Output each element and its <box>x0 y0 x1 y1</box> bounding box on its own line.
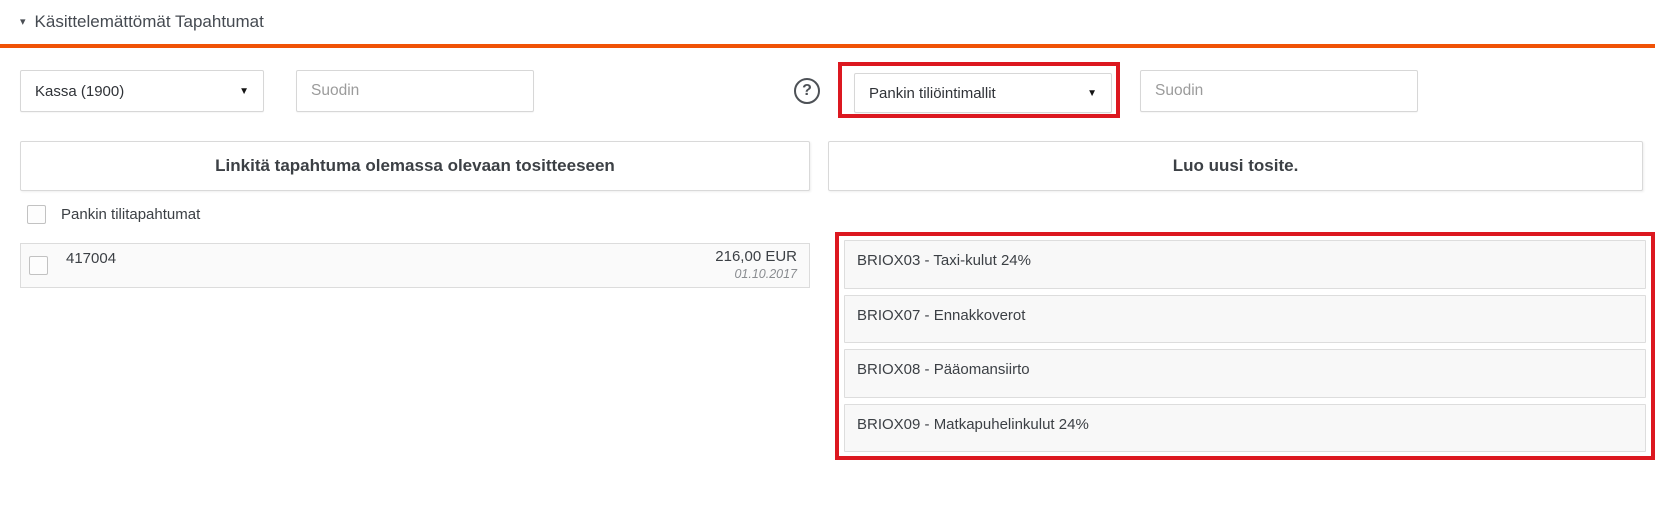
page-title: Käsittelemättömät Tapahtumat <box>34 12 264 31</box>
transaction-id: 417004 <box>66 250 117 267</box>
transaction-row[interactable]: 417004 216,00 EUR 01.10.2017 <box>20 243 810 288</box>
template-item[interactable]: BRIOX03 - Taxi-kulut 24% <box>844 240 1646 289</box>
transaction-checkbox[interactable] <box>29 256 48 275</box>
chevron-down-icon: ▼ <box>239 85 249 97</box>
account-select[interactable]: Kassa (1900) ▼ <box>20 70 264 112</box>
create-new-voucher-button[interactable]: Luo uusi tosite. <box>828 141 1643 191</box>
annotation-red-box-select: Pankin tiliöintimallit ▼ <box>838 62 1120 118</box>
collapse-triangle-icon: ▾ <box>20 15 26 28</box>
select-all-row: Pankin tilitapahtumat <box>27 205 200 224</box>
help-icon[interactable]: ? <box>794 78 820 104</box>
transaction-date: 01.10.2017 <box>734 267 797 282</box>
left-filter-input[interactable] <box>296 70 534 112</box>
section-divider <box>0 44 1655 48</box>
right-filter-input[interactable] <box>1140 70 1418 112</box>
select-all-label: Pankin tilitapahtumat <box>61 206 201 223</box>
posting-templates-select[interactable]: Pankin tiliöintimallit ▼ <box>854 73 1112 113</box>
template-item[interactable]: BRIOX07 - Ennakkoverot <box>844 294 1646 343</box>
posting-templates-select-value: Pankin tiliöintimallit <box>869 84 996 102</box>
template-item[interactable]: BRIOX08 - Pääomansiirto <box>844 349 1646 398</box>
chevron-down-icon: ▼ <box>1087 87 1097 99</box>
section-collapse-header[interactable]: ▾ Käsittelemättömät Tapahtumat <box>20 12 264 32</box>
annotation-red-box-templates: BRIOX03 - Taxi-kulut 24% BRIOX07 - Ennak… <box>835 232 1655 460</box>
template-item[interactable]: BRIOX09 - Matkapuhelinkulut 24% <box>844 403 1646 452</box>
transaction-amount: 216,00 EUR <box>715 248 797 266</box>
select-all-checkbox[interactable] <box>27 205 46 224</box>
account-select-value: Kassa (1900) <box>35 82 125 100</box>
transaction-amount-block: 216,00 EUR 01.10.2017 <box>715 248 797 282</box>
link-to-existing-voucher-button[interactable]: Linkitä tapahtuma olemassa olevaan tosit… <box>20 141 810 191</box>
